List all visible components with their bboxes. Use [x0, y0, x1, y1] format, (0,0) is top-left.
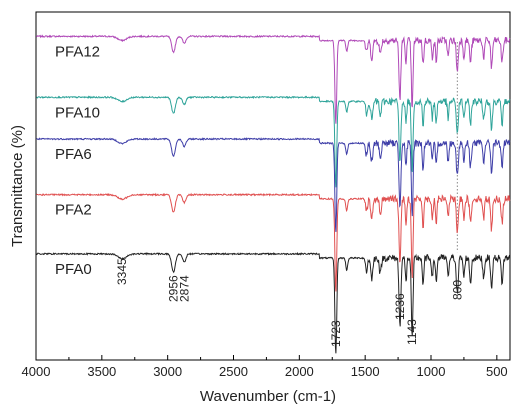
- peak-label-2874: 2874: [177, 275, 191, 302]
- x-tick-label-3500: 3500: [87, 364, 116, 379]
- series-label-pfa12: PFA12: [55, 43, 100, 60]
- series-line-pfa2: [36, 192, 511, 292]
- peak-label-1723: 1723: [329, 320, 343, 347]
- plot-area: [35, 11, 511, 361]
- x-tick-label-1500: 1500: [351, 364, 380, 379]
- series-labels: PFA12 PFA10 PFA6 PFA2 PFA0: [55, 43, 100, 277]
- x-tick-label-2000: 2000: [285, 364, 314, 379]
- x-axis-ticks: 4000 3500 3000 2500 2000 1500 1000 500: [22, 355, 508, 379]
- peak-label-3345: 3345: [115, 258, 129, 285]
- series-label-pfa6: PFA6: [55, 146, 92, 163]
- y-axis-title: Transmittance (%): [9, 125, 26, 247]
- x-tick-label-2500: 2500: [219, 364, 248, 379]
- series-lines: [35, 34, 511, 354]
- series-label-pfa10: PFA10: [55, 104, 100, 121]
- peak-label-800: 800: [450, 280, 464, 300]
- x-axis-title: Wavenumber (cm-1): [200, 388, 336, 405]
- x-tick-label-3000: 3000: [153, 364, 182, 379]
- x-tick-label-4000: 4000: [22, 364, 51, 379]
- peak-label-2956: 2956: [167, 275, 181, 302]
- series-line-pfa12: [35, 34, 511, 124]
- peak-label-1236: 1236: [393, 293, 407, 320]
- series-line-pfa10: [36, 95, 511, 188]
- x-tick-label-500: 500: [486, 364, 508, 379]
- series-label-pfa0: PFA0: [55, 261, 92, 278]
- series-line-pfa6: [36, 137, 511, 232]
- series-line-pfa0: [35, 251, 511, 354]
- series-label-pfa2: PFA2: [55, 202, 92, 219]
- x-tick-label-1000: 1000: [417, 364, 446, 379]
- peak-label-1143: 1143: [405, 319, 419, 345]
